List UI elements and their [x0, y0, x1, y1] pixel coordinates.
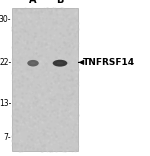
Text: 13-: 13- [0, 99, 11, 108]
Ellipse shape [27, 60, 39, 66]
Text: B: B [56, 0, 64, 5]
Ellipse shape [57, 62, 63, 64]
Text: 30-: 30- [0, 15, 11, 24]
Text: TNFRSF14: TNFRSF14 [83, 58, 135, 67]
Bar [12, 8, 78, 151]
Text: 22-: 22- [0, 58, 11, 67]
Ellipse shape [53, 60, 67, 67]
Text: A: A [29, 0, 37, 5]
Ellipse shape [30, 62, 36, 64]
Text: 7-: 7- [4, 133, 11, 142]
